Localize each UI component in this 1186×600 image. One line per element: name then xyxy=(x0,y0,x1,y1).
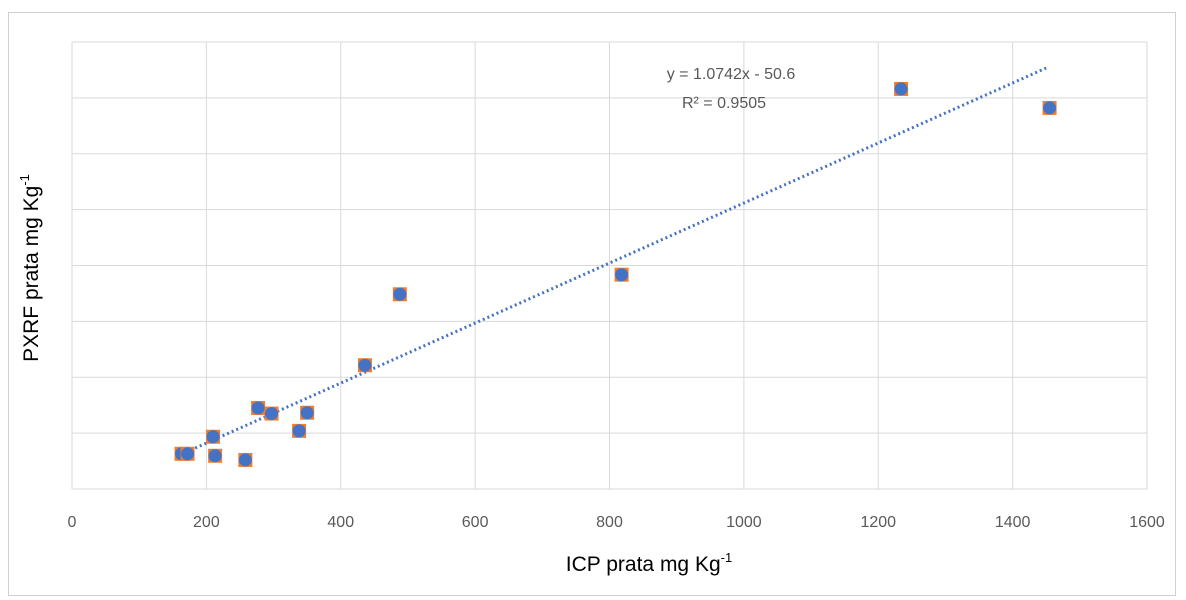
x-tick-label: 1000 xyxy=(726,514,762,531)
x-tick-label: 1600 xyxy=(1129,514,1165,531)
data-point-circle-marker xyxy=(894,82,908,96)
x-tick-label: 200 xyxy=(193,514,220,531)
data-point xyxy=(206,429,221,444)
data-points xyxy=(174,81,1057,467)
data-point xyxy=(180,446,195,461)
data-point-circle-marker xyxy=(615,268,629,282)
data-point xyxy=(264,406,279,421)
trendline-equation: y = 1.0742x - 50.6 xyxy=(667,66,796,83)
data-point-circle-marker xyxy=(251,401,265,415)
trendline-r-squared: R² = 0.9505 xyxy=(682,95,766,112)
chart-frame xyxy=(8,12,1176,596)
data-point xyxy=(208,448,223,463)
data-point-circle-marker xyxy=(393,287,407,301)
data-point-circle-marker xyxy=(265,407,279,421)
data-point xyxy=(251,400,266,415)
data-point xyxy=(392,287,407,302)
plot-border xyxy=(71,42,1147,490)
data-point xyxy=(300,405,315,420)
data-point xyxy=(1042,100,1057,115)
x-axis-title-text: ICP prata mg Kg xyxy=(566,553,721,576)
x-axis-title-superscript: -1 xyxy=(721,550,733,565)
x-tick-label: 1400 xyxy=(995,514,1031,531)
y-axis-title-text: PXRF prata mg Kg xyxy=(20,186,43,362)
data-point-circle-marker xyxy=(181,447,195,461)
y-axis-title: PXRF prata mg Kg-1 xyxy=(17,174,43,362)
data-point xyxy=(292,423,307,438)
trendline xyxy=(180,66,1047,456)
y-axis-title-superscript: -1 xyxy=(17,174,32,186)
x-tick-label: 800 xyxy=(596,514,623,531)
data-point-circle-marker xyxy=(238,453,252,467)
data-point-circle-marker xyxy=(1043,101,1057,115)
x-axis-title: ICP prata mg Kg-1 xyxy=(566,550,732,576)
data-point-circle-marker xyxy=(358,358,372,372)
data-point xyxy=(894,81,909,96)
x-tick-label: 600 xyxy=(462,514,489,531)
data-point-circle-marker xyxy=(292,424,306,438)
data-point xyxy=(614,267,629,282)
grid xyxy=(72,41,1148,489)
data-point-circle-marker xyxy=(300,406,314,420)
x-tick-label: 0 xyxy=(68,514,77,531)
data-point xyxy=(238,452,253,467)
data-point xyxy=(357,358,372,373)
x-tick-labels: 0 200 400 600 800 1000 1200 1400 1600 xyxy=(68,514,1165,531)
data-point-circle-marker xyxy=(208,449,222,463)
x-tick-label: 400 xyxy=(327,514,354,531)
data-point-circle-marker xyxy=(206,430,220,444)
x-tick-label: 1200 xyxy=(860,514,896,531)
